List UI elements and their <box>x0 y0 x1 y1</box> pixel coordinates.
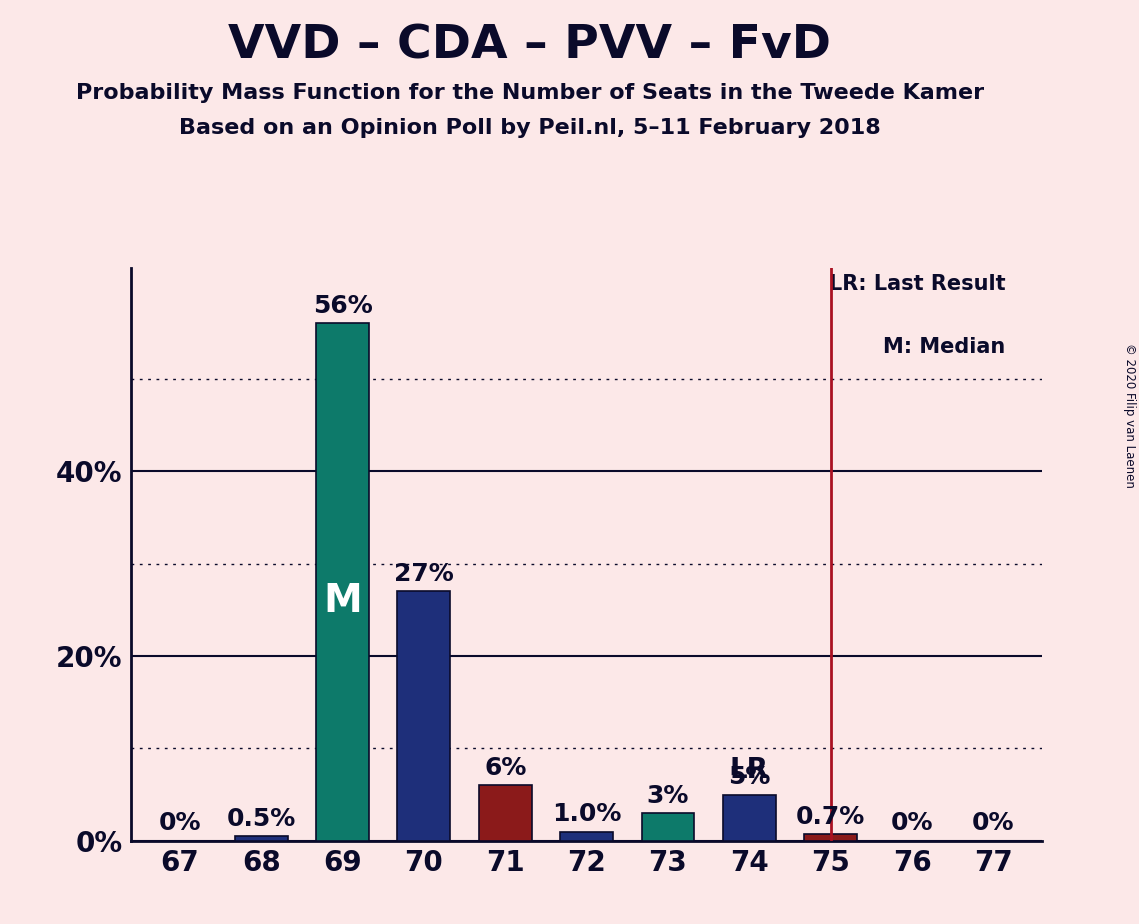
Bar <box>478 785 532 841</box>
Text: 27%: 27% <box>394 562 453 586</box>
Text: 3%: 3% <box>647 784 689 808</box>
Text: LR: LR <box>730 756 769 784</box>
Text: 5%: 5% <box>728 765 770 789</box>
Bar <box>398 591 450 841</box>
Text: LR: Last Result: LR: Last Result <box>829 274 1006 294</box>
Text: 0%: 0% <box>891 811 933 835</box>
Text: © 2020 Filip van Laenen: © 2020 Filip van Laenen <box>1123 344 1137 488</box>
Bar <box>723 795 776 841</box>
Text: 0.5%: 0.5% <box>227 807 296 831</box>
Text: 0%: 0% <box>972 811 1015 835</box>
Bar <box>560 832 613 841</box>
Bar <box>804 834 857 841</box>
Bar <box>235 836 287 841</box>
Text: 0%: 0% <box>158 811 202 835</box>
Text: VVD – CDA – PVV – FvD: VVD – CDA – PVV – FvD <box>228 23 831 68</box>
Text: M: Median: M: Median <box>884 336 1006 357</box>
Text: 1.0%: 1.0% <box>552 802 621 826</box>
Text: Probability Mass Function for the Number of Seats in the Tweede Kamer: Probability Mass Function for the Number… <box>75 83 984 103</box>
Text: M: M <box>323 581 362 620</box>
Bar <box>641 813 695 841</box>
Text: 6%: 6% <box>484 756 526 780</box>
Text: 56%: 56% <box>312 294 372 318</box>
Text: Based on an Opinion Poll by Peil.nl, 5–11 February 2018: Based on an Opinion Poll by Peil.nl, 5–1… <box>179 118 880 139</box>
Text: 0.7%: 0.7% <box>796 805 866 829</box>
Bar <box>316 323 369 841</box>
